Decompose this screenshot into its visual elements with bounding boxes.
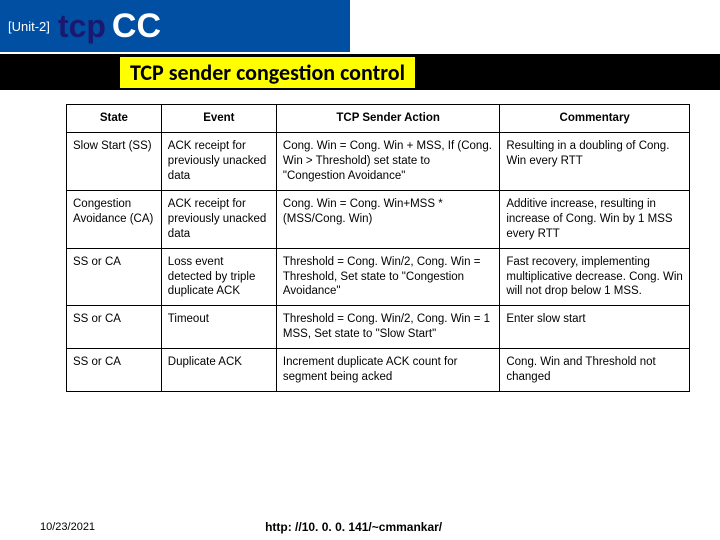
cell-state: SS or CA [67, 306, 162, 349]
col-event: Event [161, 105, 276, 133]
header-bar: [Unit-2] tcp CC [0, 0, 350, 52]
cell-state: SS or CA [67, 248, 162, 306]
unit-label: [Unit-2] [8, 19, 50, 34]
cell-event: ACK receipt for previously unacked data [161, 132, 276, 190]
cell-action: Cong. Win = Cong. Win + MSS, If (Cong. W… [276, 132, 499, 190]
cell-commentary: Enter slow start [500, 306, 690, 349]
cell-event: Duplicate ACK [161, 349, 276, 392]
cc-label: CC [112, 7, 161, 46]
footer-date: 10/23/2021 [40, 521, 95, 533]
cell-action: Threshold = Cong. Win/2, Cong. Win = 1 M… [276, 306, 499, 349]
table-header-row: State Event TCP Sender Action Commentary [67, 105, 690, 133]
col-state: State [67, 105, 162, 133]
cell-commentary: Cong. Win and Threshold not changed [500, 349, 690, 392]
table-row: SS or CA Duplicate ACK Increment duplica… [67, 349, 690, 392]
cell-action: Cong. Win = Cong. Win+MSS * (MSS/Cong. W… [276, 190, 499, 248]
cell-action: Threshold = Cong. Win/2, Cong. Win = Thr… [276, 248, 499, 306]
cell-state: SS or CA [67, 349, 162, 392]
congestion-table: State Event TCP Sender Action Commentary… [66, 104, 690, 392]
cell-commentary: Fast recovery, implementing multiplicati… [500, 248, 690, 306]
cell-event: ACK receipt for previously unacked data [161, 190, 276, 248]
cell-state: Slow Start (SS) [67, 132, 162, 190]
cell-event: Loss event detected by triple duplicate … [161, 248, 276, 306]
cell-commentary: Additive increase, resulting in increase… [500, 190, 690, 248]
subtitle-text: TCP sender congestion control [120, 57, 415, 88]
col-action: TCP Sender Action [276, 105, 499, 133]
cell-action: Increment duplicate ACK count for segmen… [276, 349, 499, 392]
col-commentary: Commentary [500, 105, 690, 133]
table-row: Congestion Avoidance (CA) ACK receipt fo… [67, 190, 690, 248]
table-row: SS or CA Timeout Threshold = Cong. Win/2… [67, 306, 690, 349]
subtitle-bar: TCP sender congestion control [0, 54, 720, 90]
tcp-label: tcp [58, 8, 106, 45]
cell-event: Timeout [161, 306, 276, 349]
table-row: SS or CA Loss event detected by triple d… [67, 248, 690, 306]
cell-state: Congestion Avoidance (CA) [67, 190, 162, 248]
cell-commentary: Resulting in a doubling of Cong. Win eve… [500, 132, 690, 190]
table-container: State Event TCP Sender Action Commentary… [0, 90, 720, 392]
footer-url: http: //10. 0. 0. 141/~cmmankar/ [265, 520, 442, 534]
table-row: Slow Start (SS) ACK receipt for previous… [67, 132, 690, 190]
footer: 10/23/2021 http: //10. 0. 0. 141/~cmmank… [0, 520, 720, 534]
